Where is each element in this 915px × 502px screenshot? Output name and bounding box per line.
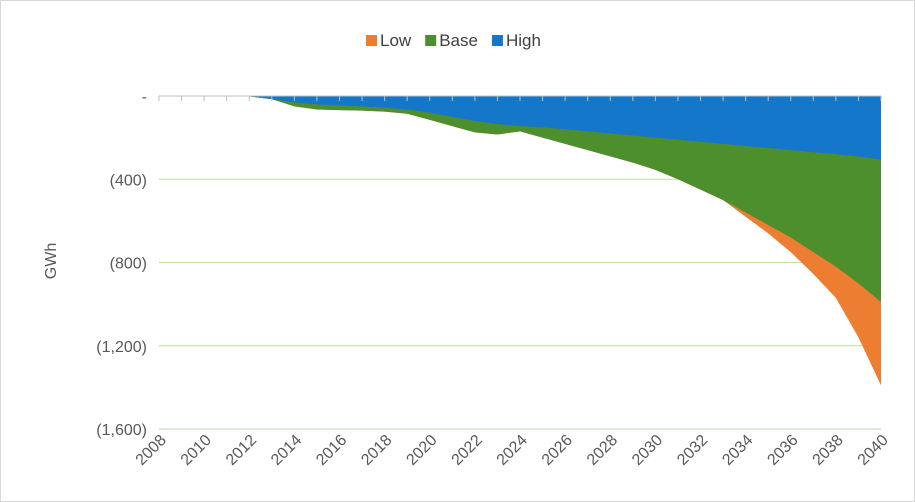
x-tick-label: 2018 [358,432,395,469]
x-tick-label: 2016 [313,432,350,469]
y-tick-label: - [142,89,147,106]
x-tick-label: 2026 [539,432,576,469]
x-tick-label: 2036 [764,432,801,469]
x-tick-label: 2034 [719,432,756,469]
y-axis: - (400) (800) (1,200) (1,600) [96,89,147,439]
x-tick-label: 2032 [674,432,711,469]
x-tick-label: 2030 [629,432,666,469]
x-tick-label: 2028 [584,432,621,469]
legend-label-high: High [506,31,541,50]
y-axis-title: GWh [43,243,60,279]
area-series [159,96,881,386]
x-tick-label: 2014 [268,432,305,469]
x-tick-label: 2040 [855,432,892,469]
y-tick-label: (1,200) [96,339,147,356]
legend-swatch-base [425,35,437,46]
y-tick-label: (1,600) [96,422,147,439]
area-base [159,96,881,303]
legend-swatch-low [366,35,377,46]
x-tick-label: 2010 [178,432,215,469]
x-tick-label: 2022 [449,432,486,469]
legend: Low Base High [366,31,541,50]
x-tick-label: 2012 [223,432,260,469]
legend-swatch-high [491,35,503,46]
x-tick-label: 2024 [494,432,531,469]
x-tick-label: 2020 [403,432,440,469]
y-tick-label: (800) [110,256,147,273]
area-high [159,96,881,160]
legend-label-base: Base [439,31,478,50]
x-tick-label: 2038 [810,432,847,469]
legend-label-low: Low [380,31,412,50]
y-tick-label: (400) [110,172,147,189]
